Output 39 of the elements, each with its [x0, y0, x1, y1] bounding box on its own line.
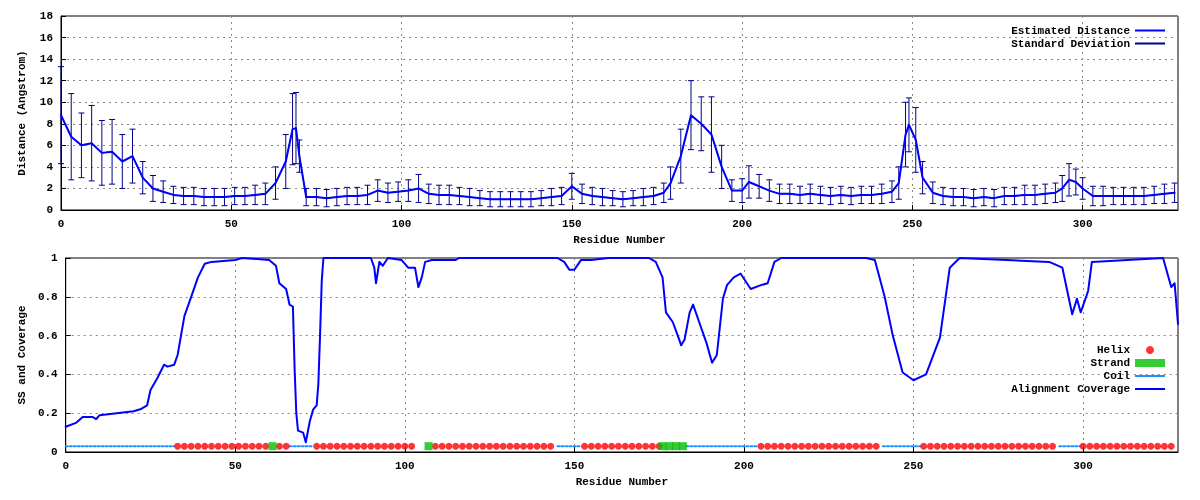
legend-label: Alignment Coverage — [1011, 382, 1131, 395]
y-tick-label: 18 — [39, 10, 54, 22]
y-tick-label: 12 — [39, 74, 53, 87]
x-tick-label: 50 — [228, 459, 242, 472]
x-axis-title: Residue Number — [575, 475, 669, 488]
x-tick-label: 250 — [902, 217, 923, 230]
y-tick-label: 14 — [39, 53, 54, 66]
x-tick-label: 150 — [561, 217, 582, 230]
x-tick-label: 150 — [564, 459, 585, 472]
y-tick-label: 0 — [46, 204, 53, 216]
legend-label: Strand — [1090, 356, 1130, 369]
x-tick-label: 50 — [224, 217, 238, 230]
legend-label: Coil — [1103, 369, 1131, 382]
x-tick-label: 100 — [394, 459, 415, 472]
x-tick-label: 200 — [734, 459, 754, 472]
y-tick-label: 0.4 — [37, 368, 59, 381]
legend-label: Helix — [1096, 343, 1131, 356]
x-axis-title: Residue Number — [573, 233, 666, 246]
y-axis-title: Distance (Angstrom) — [15, 50, 28, 176]
y-tick-label: 8 — [46, 117, 54, 130]
legend-label: Estimated Distance — [1011, 24, 1131, 37]
y-tick-label: 1 — [51, 252, 59, 264]
y-tick-label: 0.8 — [37, 290, 59, 303]
x-tick-label: 100 — [391, 217, 412, 230]
y-tick-label: 16 — [39, 31, 53, 44]
y-axis-title: SS and Coverage — [15, 305, 28, 405]
y-tick-label: 4 — [46, 160, 54, 173]
y-tick-label: 0.2 — [37, 407, 58, 420]
x-tick-label: 300 — [1073, 459, 1093, 472]
y-tick-label: 2 — [46, 182, 53, 195]
y-tick-label: 0 — [51, 446, 58, 458]
x-tick-label: 0 — [62, 459, 70, 472]
x-tick-label: 200 — [732, 217, 752, 230]
y-tick-label: 0.6 — [37, 329, 58, 342]
x-tick-label: 250 — [903, 459, 924, 472]
legend-label: Standard Deviation — [1011, 37, 1130, 50]
y-tick-label: 10 — [39, 96, 53, 109]
x-tick-label: 300 — [1072, 217, 1093, 230]
y-tick-label: 6 — [46, 139, 53, 152]
